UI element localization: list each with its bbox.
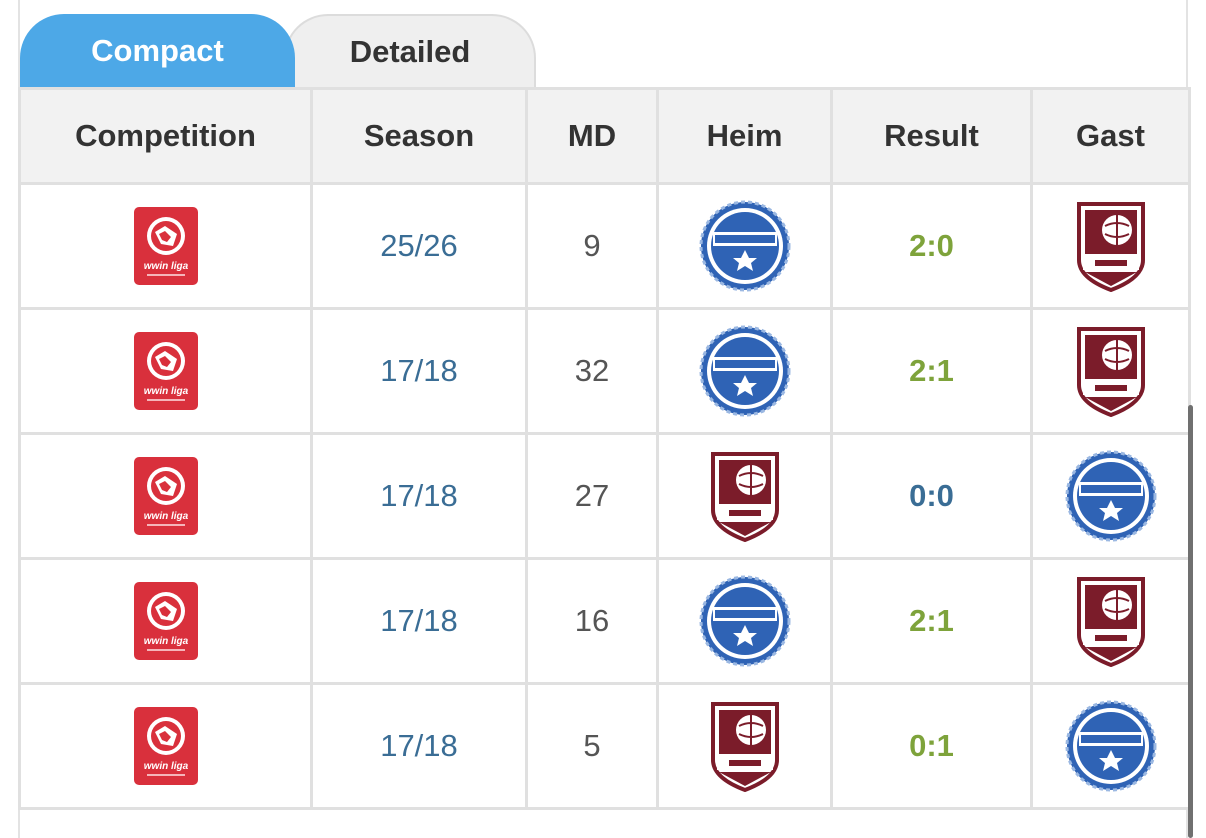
club-crest-maroon-icon[interactable] [709,700,781,792]
cell-md: 16 [525,557,659,685]
cell-md: 27 [525,432,659,560]
league-logo-icon[interactable]: wwin liga [133,331,199,411]
cell-away[interactable] [1030,307,1191,435]
club-crest-maroon-icon[interactable] [709,450,781,542]
tab-detailed[interactable]: Detailed [284,14,536,88]
table-row[interactable]: wwin liga 17/18 5 0:1 [18,682,1191,810]
club-crest-maroon-icon[interactable] [1075,200,1147,292]
club-crest-blue-icon[interactable] [1065,450,1157,542]
cell-season[interactable]: 17/18 [310,432,528,560]
club-crest-blue-icon[interactable] [699,325,791,417]
league-logo-text: wwin liga [143,261,188,272]
cell-away[interactable] [1030,682,1191,810]
table-row[interactable]: wwin liga 17/18 27 0:0 [18,432,1191,560]
club-crest-maroon-icon[interactable] [1075,575,1147,667]
header-home[interactable]: Heim [656,87,833,185]
cell-season[interactable]: 17/18 [310,307,528,435]
table-row[interactable]: wwin liga 25/26 9 2:0 [18,182,1191,310]
cell-result[interactable]: 2:1 [830,307,1033,435]
cell-home[interactable] [656,307,833,435]
scrollbar-thumb[interactable] [1188,405,1193,838]
header-competition[interactable]: Competition [18,87,313,185]
cell-away[interactable] [1030,432,1191,560]
header-season[interactable]: Season [310,87,528,185]
match-table: Competition Season MD Heim Result Gast w… [18,87,1191,810]
league-logo-icon[interactable]: wwin liga [133,206,199,286]
league-logo-text: wwin liga [143,761,188,772]
cell-home[interactable] [656,182,833,310]
cell-result[interactable]: 0:1 [830,682,1033,810]
cell-competition[interactable]: wwin liga [18,432,313,560]
cell-away[interactable] [1030,557,1191,685]
cell-result[interactable]: 2:1 [830,557,1033,685]
table-header-row: Competition Season MD Heim Result Gast [18,87,1191,185]
header-result[interactable]: Result [830,87,1033,185]
league-logo-icon[interactable]: wwin liga [133,706,199,786]
cell-result[interactable]: 0:0 [830,432,1033,560]
cell-season[interactable]: 25/26 [310,182,528,310]
league-logo-text: wwin liga [143,636,188,647]
club-crest-maroon-icon[interactable] [1075,325,1147,417]
cell-competition[interactable]: wwin liga [18,307,313,435]
cell-away[interactable] [1030,182,1191,310]
club-crest-blue-icon[interactable] [1065,700,1157,792]
cell-home[interactable] [656,432,833,560]
cell-md: 9 [525,182,659,310]
cell-md: 32 [525,307,659,435]
league-logo-text: wwin liga [143,511,188,522]
cell-competition[interactable]: wwin liga [18,682,313,810]
tab-compact[interactable]: Compact [20,14,295,88]
header-md[interactable]: MD [525,87,659,185]
league-logo-icon[interactable]: wwin liga [133,456,199,536]
table-row[interactable]: wwin liga 17/18 32 2:1 [18,307,1191,435]
cell-home[interactable] [656,557,833,685]
league-logo-text: wwin liga [143,386,188,397]
cell-home[interactable] [656,682,833,810]
cell-md: 5 [525,682,659,810]
cell-season[interactable]: 17/18 [310,682,528,810]
cell-competition[interactable]: wwin liga [18,557,313,685]
table-row[interactable]: wwin liga 17/18 16 2:1 [18,557,1191,685]
cell-season[interactable]: 17/18 [310,557,528,685]
header-away[interactable]: Gast [1030,87,1191,185]
cell-result[interactable]: 2:0 [830,182,1033,310]
league-logo-icon[interactable]: wwin liga [133,581,199,661]
cell-competition[interactable]: wwin liga [18,182,313,310]
club-crest-blue-icon[interactable] [699,575,791,667]
club-crest-blue-icon[interactable] [699,200,791,292]
